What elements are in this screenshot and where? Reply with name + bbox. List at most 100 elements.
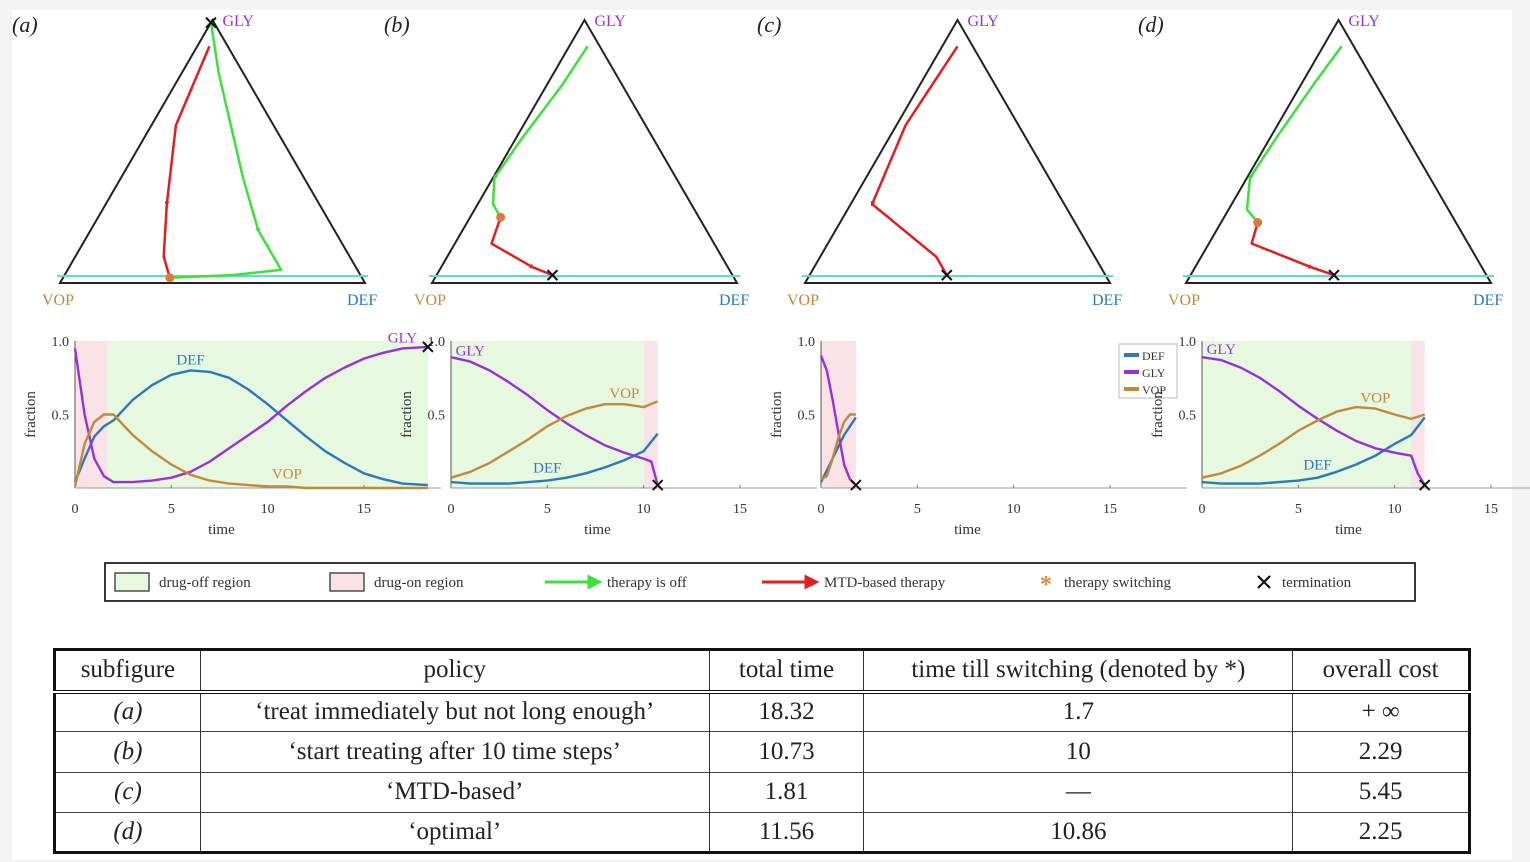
simplex-triangle xyxy=(430,18,739,284)
series-line-gly xyxy=(1201,356,1426,486)
legend-label: MTD-based therapy xyxy=(824,575,946,591)
series-line-def xyxy=(1201,416,1426,485)
drug-on-region xyxy=(1411,341,1425,488)
time-plot: 0 5 10 15 0.5 1.0 time fraction DEF GLY VOP xyxy=(1150,335,1530,538)
table-cell-total-time: 11.56 xyxy=(708,812,864,853)
termination-mark xyxy=(850,479,862,491)
series-label-gly: GLY xyxy=(388,330,417,346)
x-tick-label: 10 xyxy=(637,502,651,517)
switch-point xyxy=(165,273,175,283)
vertex-label-vop: VOP xyxy=(42,292,74,309)
trajectory-mtd-therapy xyxy=(490,216,553,277)
y-tick-label: 0.5 xyxy=(798,409,816,424)
ternary-panel: (c) GLY VOP DEF xyxy=(757,12,1122,309)
termination-mark xyxy=(651,479,664,491)
x-tick-label: 15 xyxy=(1103,502,1117,517)
series-label-gly: GLY xyxy=(456,344,485,360)
series-line-vop xyxy=(73,413,428,490)
y-tick-label: 0.5 xyxy=(428,409,446,424)
series-label-vop: VOP xyxy=(1360,391,1390,407)
series-label-vop: VOP xyxy=(609,386,639,402)
table-cell-policy: ‘optimal’ xyxy=(199,812,710,853)
ternary-panel: (b) GLY VOP DEF xyxy=(384,12,749,309)
panel-label: (a) xyxy=(12,12,38,37)
x-tick-label: 15 xyxy=(733,502,747,517)
termination-mark xyxy=(1328,269,1340,281)
x-tick-label: 5 xyxy=(544,502,551,517)
table-row: (d) ‘optimal’ 11.56 10.86 2.25 xyxy=(54,812,1470,853)
panel-label: (d) xyxy=(1138,12,1164,37)
y-axis-label: fraction xyxy=(23,391,39,438)
table-cell-time-till-switching: 1.7 xyxy=(863,691,1293,732)
x-tick-label: 0 xyxy=(72,502,79,517)
vertex-label-vop: VOP xyxy=(1168,292,1200,309)
ternary-panel: (d) GLY VOP DEF xyxy=(1138,12,1503,309)
x-tick-label: 10 xyxy=(1388,502,1402,517)
x-tick-label: 5 xyxy=(168,502,175,517)
y-axis-label: fraction xyxy=(1150,391,1166,438)
legend-label: therapy switching xyxy=(1064,575,1172,591)
y-tick-label: 1.0 xyxy=(1179,335,1197,350)
legend-label: therapy is off xyxy=(607,575,687,591)
legend-entry: GLY xyxy=(1142,366,1166,380)
results-table: subfigure policy total time time till sw… xyxy=(53,648,1471,854)
series-line-vop xyxy=(450,400,659,479)
trajectory-therapy-off xyxy=(1245,45,1343,224)
legend-item: * therapy switching xyxy=(1040,572,1172,598)
series-label-def: DEF xyxy=(1303,458,1331,474)
table-row: (b) ‘start treating after 10 time steps’… xyxy=(54,731,1470,772)
vertex-label-def: DEF xyxy=(1092,292,1122,309)
y-tick-label: 0.5 xyxy=(1179,409,1197,424)
table-cell-subfigure: (d) xyxy=(113,817,143,845)
termination-mark xyxy=(546,269,559,281)
table-header-time-till-switching: time till switching (denoted by *) xyxy=(863,649,1293,692)
x-tick-label: 0 xyxy=(1199,502,1206,517)
table-cell-overall-cost: + ∞ xyxy=(1292,691,1470,732)
vertex-label-def: DEF xyxy=(719,292,749,309)
legend-label: termination xyxy=(1282,575,1352,591)
simplex-triangle xyxy=(1184,18,1493,284)
table-header-overall-cost: overall cost xyxy=(1292,649,1470,692)
series-line-def xyxy=(819,416,857,483)
termination-mark xyxy=(422,341,434,353)
table-cell-subfigure: (a) xyxy=(113,698,143,726)
switch-point xyxy=(496,212,506,222)
series-line-gly xyxy=(73,345,428,484)
series-line-gly xyxy=(450,356,659,486)
drug-off-region xyxy=(107,341,428,488)
time-plot: 0 5 10 15 0.5 1.0 time fraction DEF GLY VOP xyxy=(769,335,1187,538)
vertex-label-gly: GLY xyxy=(1349,13,1381,30)
legend-label: drug-on region xyxy=(374,575,464,591)
panel-label: (b) xyxy=(384,12,410,37)
ternary-panel: (a) GLY VOP DEF xyxy=(12,12,377,309)
y-tick-label: 1.0 xyxy=(52,335,70,350)
termination-mark xyxy=(1418,479,1431,491)
table-cell-time-till-switching: 10.86 xyxy=(863,812,1293,853)
table-cell-time-till-switching: — xyxy=(863,772,1293,813)
legend-swatch: * xyxy=(1040,572,1052,598)
table-header-row: subfigure policy total time time till sw… xyxy=(54,649,1470,692)
x-tick-label: 15 xyxy=(357,502,371,517)
vertex-label-vop: VOP xyxy=(414,292,446,309)
legend-item: termination xyxy=(1257,575,1352,591)
table-cell-subfigure: (b) xyxy=(113,737,143,765)
table-cell-policy: ‘MTD-based’ xyxy=(199,772,710,813)
x-tick-label: 5 xyxy=(1295,502,1302,517)
x-axis-label: time xyxy=(208,522,235,538)
y-axis-label: fraction xyxy=(769,391,785,438)
x-axis-label: time xyxy=(1335,522,1362,538)
drug-on-region xyxy=(643,341,658,488)
x-tick-label: 15 xyxy=(1484,502,1498,517)
x-tick-label: 0 xyxy=(448,502,455,517)
legend-box xyxy=(104,562,1416,602)
vertex-label-def: DEF xyxy=(1473,292,1503,309)
y-tick-label: 1.0 xyxy=(428,335,446,350)
termination-mark xyxy=(941,269,953,281)
legend-swatch xyxy=(1257,575,1271,589)
simplex-triangle xyxy=(58,18,367,284)
drug-off-region xyxy=(451,341,644,488)
series-label-def: DEF xyxy=(176,352,204,368)
legend-item: therapy is off xyxy=(545,574,687,591)
trajectory-mtd-therapy xyxy=(870,45,959,276)
switch-point xyxy=(1253,218,1263,228)
